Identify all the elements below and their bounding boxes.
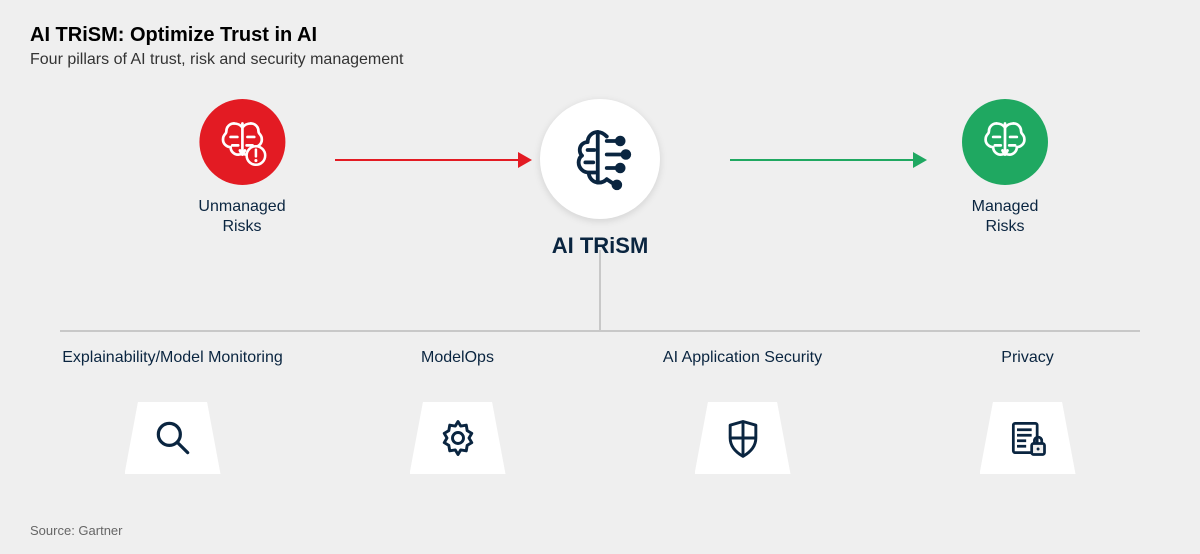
- ai-trism-node: AI TRiSM: [540, 99, 660, 259]
- pillar-label-1: ModelOps: [315, 348, 600, 392]
- pillar-privacy: Privacy: [885, 348, 1170, 474]
- page-subtitle: Four pillars of AI trust, risk and secur…: [30, 51, 1170, 69]
- managed-label-1: Managed: [972, 198, 1039, 215]
- arrow-trism-to-managed: [730, 159, 925, 161]
- unmanaged-label-1: Unmanaged: [198, 198, 285, 215]
- managed-label-2: Risks: [985, 218, 1024, 235]
- pillar-explainability: Explainability/Model Monitoring: [30, 348, 315, 474]
- brain-circuit-icon: [540, 99, 660, 219]
- pillar-label-2: AI Application Security: [600, 348, 885, 392]
- pillar-modelops: ModelOps: [315, 348, 600, 474]
- pillar-label-3: Privacy: [885, 348, 1170, 392]
- pillar-security: AI Application Security: [600, 348, 885, 474]
- pillar-label-0: Explainability/Model Monitoring: [30, 348, 315, 392]
- pillars-row: Explainability/Model Monitoring ModelOps: [30, 348, 1170, 474]
- unmanaged-risks-node: Unmanaged Risks: [198, 99, 285, 237]
- brain-icon: [962, 99, 1048, 185]
- unmanaged-label-2: Risks: [222, 218, 261, 235]
- managed-risks-node: Managed Risks: [962, 99, 1048, 237]
- gear-icon: [410, 402, 506, 474]
- connector-horizontal: [60, 330, 1140, 332]
- source-attribution: Source: Gartner: [30, 523, 123, 538]
- magnifier-icon: [125, 402, 221, 474]
- page-title: AI TRiSM: Optimize Trust in AI: [30, 24, 1170, 47]
- brain-alert-icon: [199, 99, 285, 185]
- shield-icon: [695, 402, 791, 474]
- server-lock-icon: [980, 402, 1076, 474]
- arrow-unmanaged-to-trism: [335, 159, 530, 161]
- connector-vertical: [599, 250, 601, 330]
